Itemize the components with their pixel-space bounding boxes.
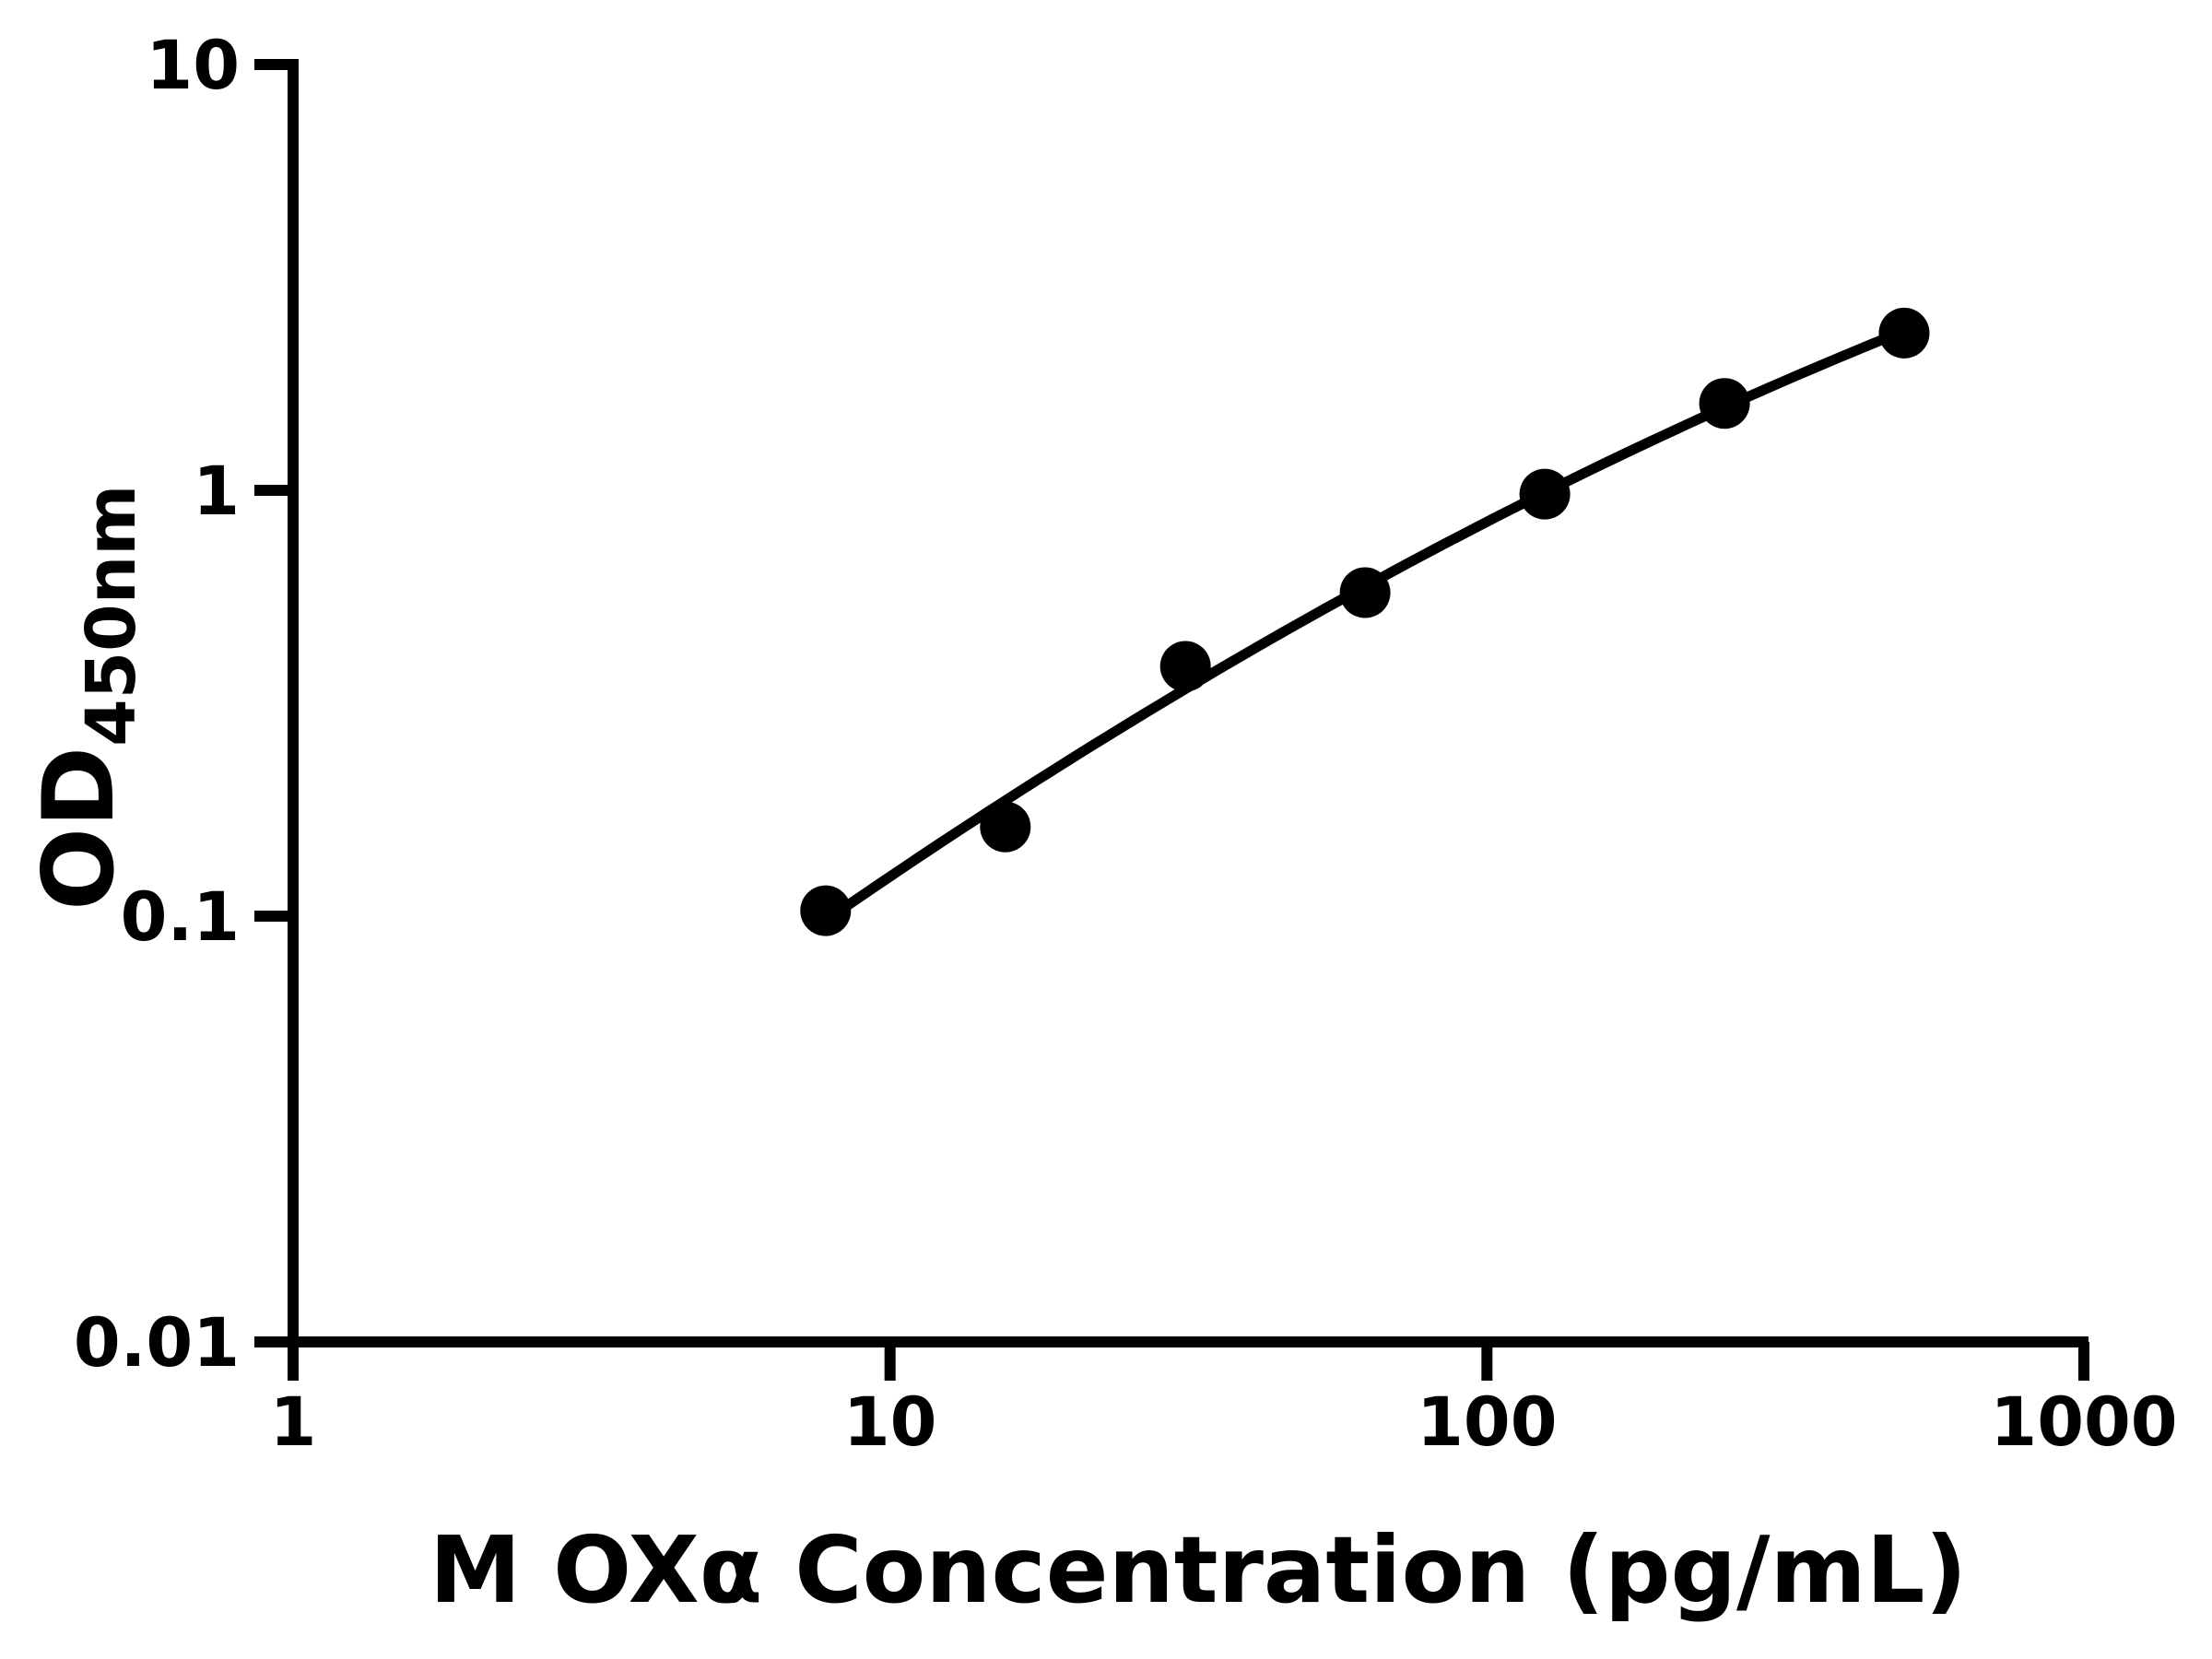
data-point [1878, 307, 1930, 359]
x-axis-title: M OXα Concentration (pg/mL) [429, 1516, 1967, 1624]
data-point [980, 801, 1031, 853]
x-tick-label: 1 [270, 1383, 317, 1462]
x-tick-label: 1000 [1990, 1383, 2177, 1462]
y-tick-label: 1 [193, 453, 240, 531]
data-point [1159, 641, 1211, 692]
y-axis-title: OD450nm [22, 485, 151, 911]
y-axis-title-main: OD [22, 747, 135, 911]
data-point [1339, 567, 1391, 618]
chart-plot-area: 10 1 0.1 0.01 1 10 100 1000 [74, 27, 2178, 1462]
data-point [800, 885, 852, 936]
data-point [1699, 378, 1750, 429]
x-tick-label: 100 [1417, 1383, 1557, 1462]
x-tick-label: 10 [843, 1383, 937, 1462]
y-tick-label: 10 [146, 27, 240, 105]
y-tick-label: 0.01 [74, 1304, 240, 1382]
y-axis-title-subscript: 450nm [72, 485, 151, 747]
y-tick-label: 0.1 [121, 878, 240, 957]
data-point [1519, 468, 1571, 520]
